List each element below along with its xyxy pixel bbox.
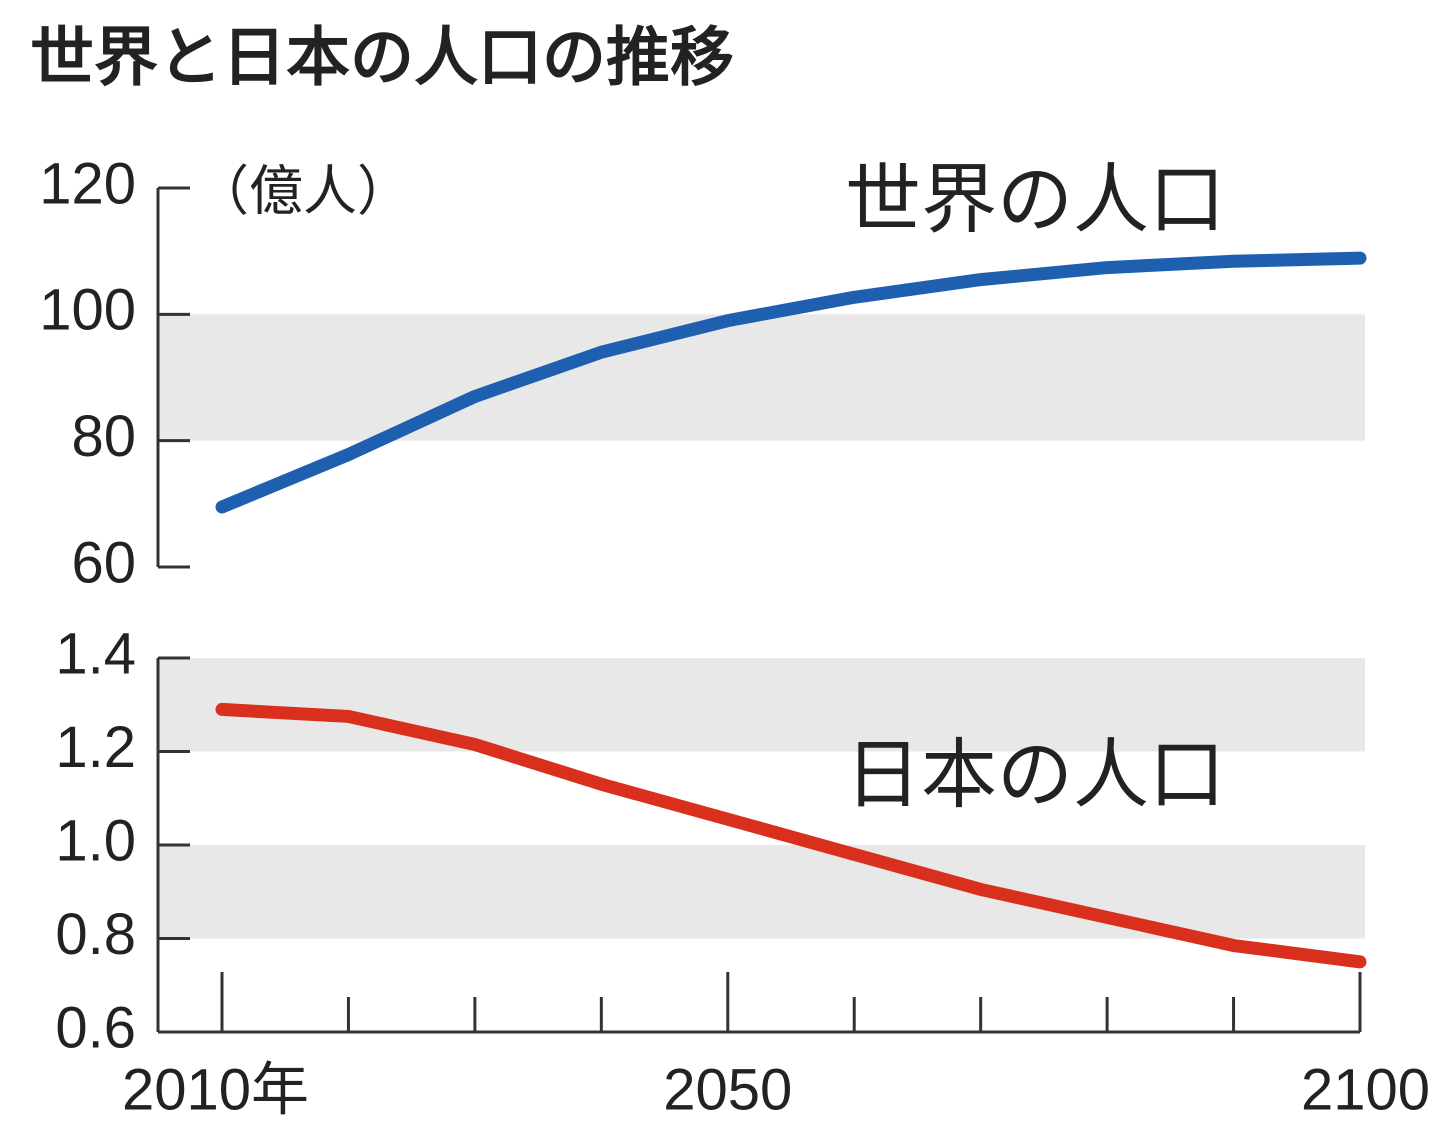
y-tick-label: 60 [71, 530, 136, 595]
y-tick-label: 1.4 [55, 621, 136, 686]
y-tick-label: 0.6 [55, 995, 136, 1060]
data-line [215, 702, 1367, 969]
band [158, 314, 1365, 441]
y-tick-label: 100 [39, 278, 136, 343]
chart-title: 世界と日本の人口の推移 [30, 22, 734, 96]
data-line [215, 251, 1367, 514]
foreground-layer: 60 80 100 120 世界の人口 0.6 0.8 1.0 1.2 1.4 2010年 2050 2… [39, 151, 1430, 1122]
band [158, 658, 1365, 752]
y-tick-label: 0.8 [55, 902, 136, 967]
x-tick-label: 2100 [1301, 1057, 1430, 1122]
y-tick-label: 1.0 [55, 808, 136, 873]
background-layer [158, 314, 1365, 939]
x-tick-label: 2010年 [122, 1057, 309, 1122]
y-tick-label: 80 [71, 404, 136, 469]
y-tick-label: 1.2 [55, 715, 136, 780]
y-tick-label: 120 [39, 151, 136, 216]
series-label: 日本の人口 [845, 730, 1225, 819]
unit-label: （億人） [195, 160, 411, 223]
series-label: 世界の人口 [845, 155, 1225, 244]
band [158, 845, 1365, 939]
x-tick-label: 2050 [663, 1057, 792, 1122]
